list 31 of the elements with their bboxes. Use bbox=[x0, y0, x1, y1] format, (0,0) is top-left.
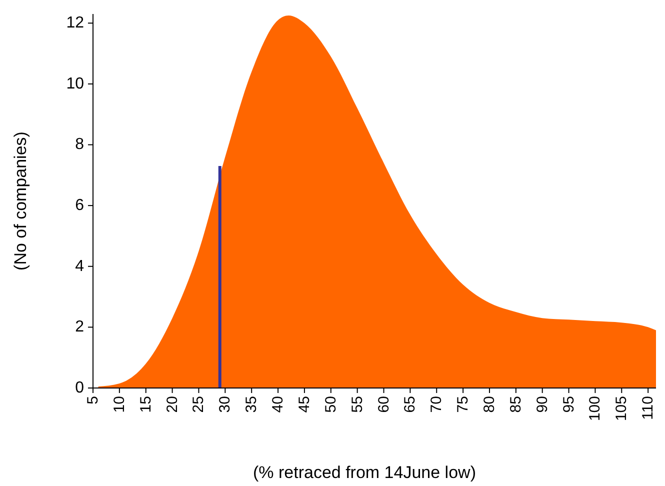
y-tick-label: 2 bbox=[75, 318, 84, 336]
x-tick-label: 25 bbox=[190, 396, 208, 413]
y-tick-label: 10 bbox=[66, 75, 84, 92]
x-tick-label: 105 bbox=[613, 396, 630, 422]
y-tick-label: 4 bbox=[75, 258, 84, 275]
x-tick-label: 30 bbox=[216, 396, 234, 413]
x-tick-label: 35 bbox=[243, 396, 260, 413]
x-axis-title: (% retraced from 14June low) bbox=[253, 463, 476, 482]
x-tick-label: 100 bbox=[586, 396, 604, 422]
x-tick-label: 95 bbox=[560, 396, 578, 413]
x-tick-label: 5 bbox=[84, 396, 102, 404]
x-tick-label: 90 bbox=[534, 396, 551, 413]
x-tick-label: 75 bbox=[454, 396, 472, 413]
y-tick-label: 8 bbox=[75, 136, 84, 154]
x-tick-label: 20 bbox=[164, 396, 181, 413]
x-tick-label: 65 bbox=[402, 396, 419, 413]
x-tick-label: 85 bbox=[507, 396, 524, 413]
y-tick-label: 6 bbox=[75, 197, 84, 214]
x-tick-label: 40 bbox=[270, 396, 287, 413]
y-tick-label: 0 bbox=[75, 380, 84, 396]
x-tick-label: 55 bbox=[348, 396, 366, 413]
y-axis-title: (No of companies) bbox=[11, 132, 30, 270]
x-tick-label: 110 bbox=[640, 396, 657, 420]
y-tick-label: 12 bbox=[66, 14, 84, 32]
x-tick-label: 70 bbox=[428, 396, 446, 413]
x-tick-label: 10 bbox=[110, 396, 128, 413]
x-tick-label: 15 bbox=[137, 396, 154, 413]
x-tick-label: 45 bbox=[296, 396, 313, 413]
x-tick-label: 60 bbox=[375, 396, 392, 413]
x-tick-label: 50 bbox=[322, 396, 340, 413]
x-tick-label: 80 bbox=[480, 396, 498, 413]
